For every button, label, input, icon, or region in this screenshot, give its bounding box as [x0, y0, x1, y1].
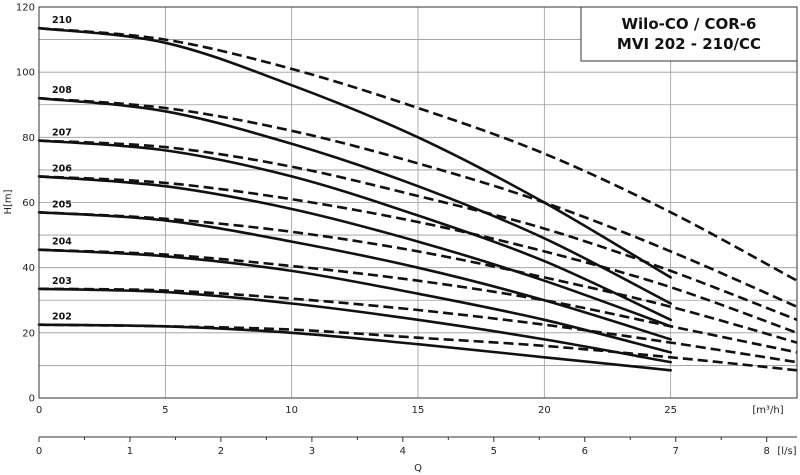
grid — [39, 7, 797, 398]
curves — [37, 26, 798, 372]
curve-205-dashed — [38, 211, 798, 344]
curve-207-dashed — [38, 139, 798, 322]
chart-title-line-2: MVI 202 - 210/CC — [617, 35, 761, 53]
curve-label-205: 205 — [52, 199, 72, 210]
x2-tick-label: 5 — [491, 446, 497, 457]
curve-label-203: 203 — [52, 276, 72, 287]
x-tick-label: 0 — [36, 405, 42, 416]
x-tick-label: 20 — [538, 405, 551, 416]
x2-tick-label: 0 — [36, 446, 42, 457]
y-tick-label: 20 — [22, 328, 35, 339]
y-tick-label: 80 — [22, 133, 35, 144]
x2-tick-label: 3 — [309, 446, 315, 457]
y-tick-label: 60 — [22, 198, 35, 209]
curve-208-solid — [37, 96, 672, 305]
y-tick-label: 100 — [16, 68, 35, 79]
curve-210-solid — [37, 26, 672, 279]
curve-208-dashed — [38, 96, 798, 308]
curve-207-solid — [37, 139, 672, 322]
curve-label-202: 202 — [52, 312, 72, 323]
curve-205-solid — [37, 211, 672, 341]
y-tick-label: 0 — [29, 394, 35, 405]
curve-206-dashed — [38, 175, 798, 335]
curve-203-dashed — [38, 287, 798, 364]
title-box: Wilo-CO / COR-6 MVI 202 - 210/CC — [580, 6, 798, 62]
y-axis-title: H[m] — [3, 189, 14, 214]
x-axis-title: Q — [414, 463, 422, 474]
x2-tick-label: 1 — [127, 446, 133, 457]
curve-204-solid — [37, 248, 672, 354]
y-axis: 0 20 40 60 80 100 120 — [16, 3, 35, 405]
curve-label-210: 210 — [52, 15, 72, 26]
x2-tick-label: 4 — [400, 446, 406, 457]
curve-label-208: 208 — [52, 85, 72, 96]
curve-label-207: 207 — [52, 128, 72, 139]
x-tick-label: 15 — [412, 405, 425, 416]
y-tick-label: 120 — [16, 3, 35, 14]
x2-tick-label: 2 — [218, 446, 224, 457]
curve-204-dashed — [38, 248, 798, 354]
x2-tick-label: 8 — [763, 446, 769, 457]
curve-203-solid — [37, 287, 672, 364]
curve-label-204: 204 — [52, 237, 72, 248]
x-tick-label: 10 — [285, 405, 298, 416]
curve-206-solid — [37, 175, 672, 328]
curve-label-206: 206 — [52, 163, 72, 174]
x-axis-primary: 0 5 10 15 20 25 — [36, 405, 677, 416]
x2-tick-label: 6 — [582, 446, 588, 457]
x2-tick-label: 7 — [673, 446, 679, 457]
plot-frame — [38, 6, 798, 399]
x-axis-unit-secondary: [l/s] — [777, 446, 796, 457]
x-tick-label: 25 — [664, 405, 677, 416]
x-axis-unit-primary: [m³/h] — [752, 405, 783, 416]
chart-title-line-1: Wilo-CO / COR-6 — [621, 15, 756, 33]
curve-202-solid — [37, 323, 672, 372]
y-tick-label: 40 — [22, 263, 35, 274]
curve-labels: 210 208 207 206 205 204 203 202 — [52, 15, 72, 323]
x-tick-label: 5 — [162, 405, 168, 416]
x-axis-secondary: 0 1 2 3 4 5 6 7 8 — [36, 436, 797, 457]
curve-210-dashed — [38, 26, 798, 282]
